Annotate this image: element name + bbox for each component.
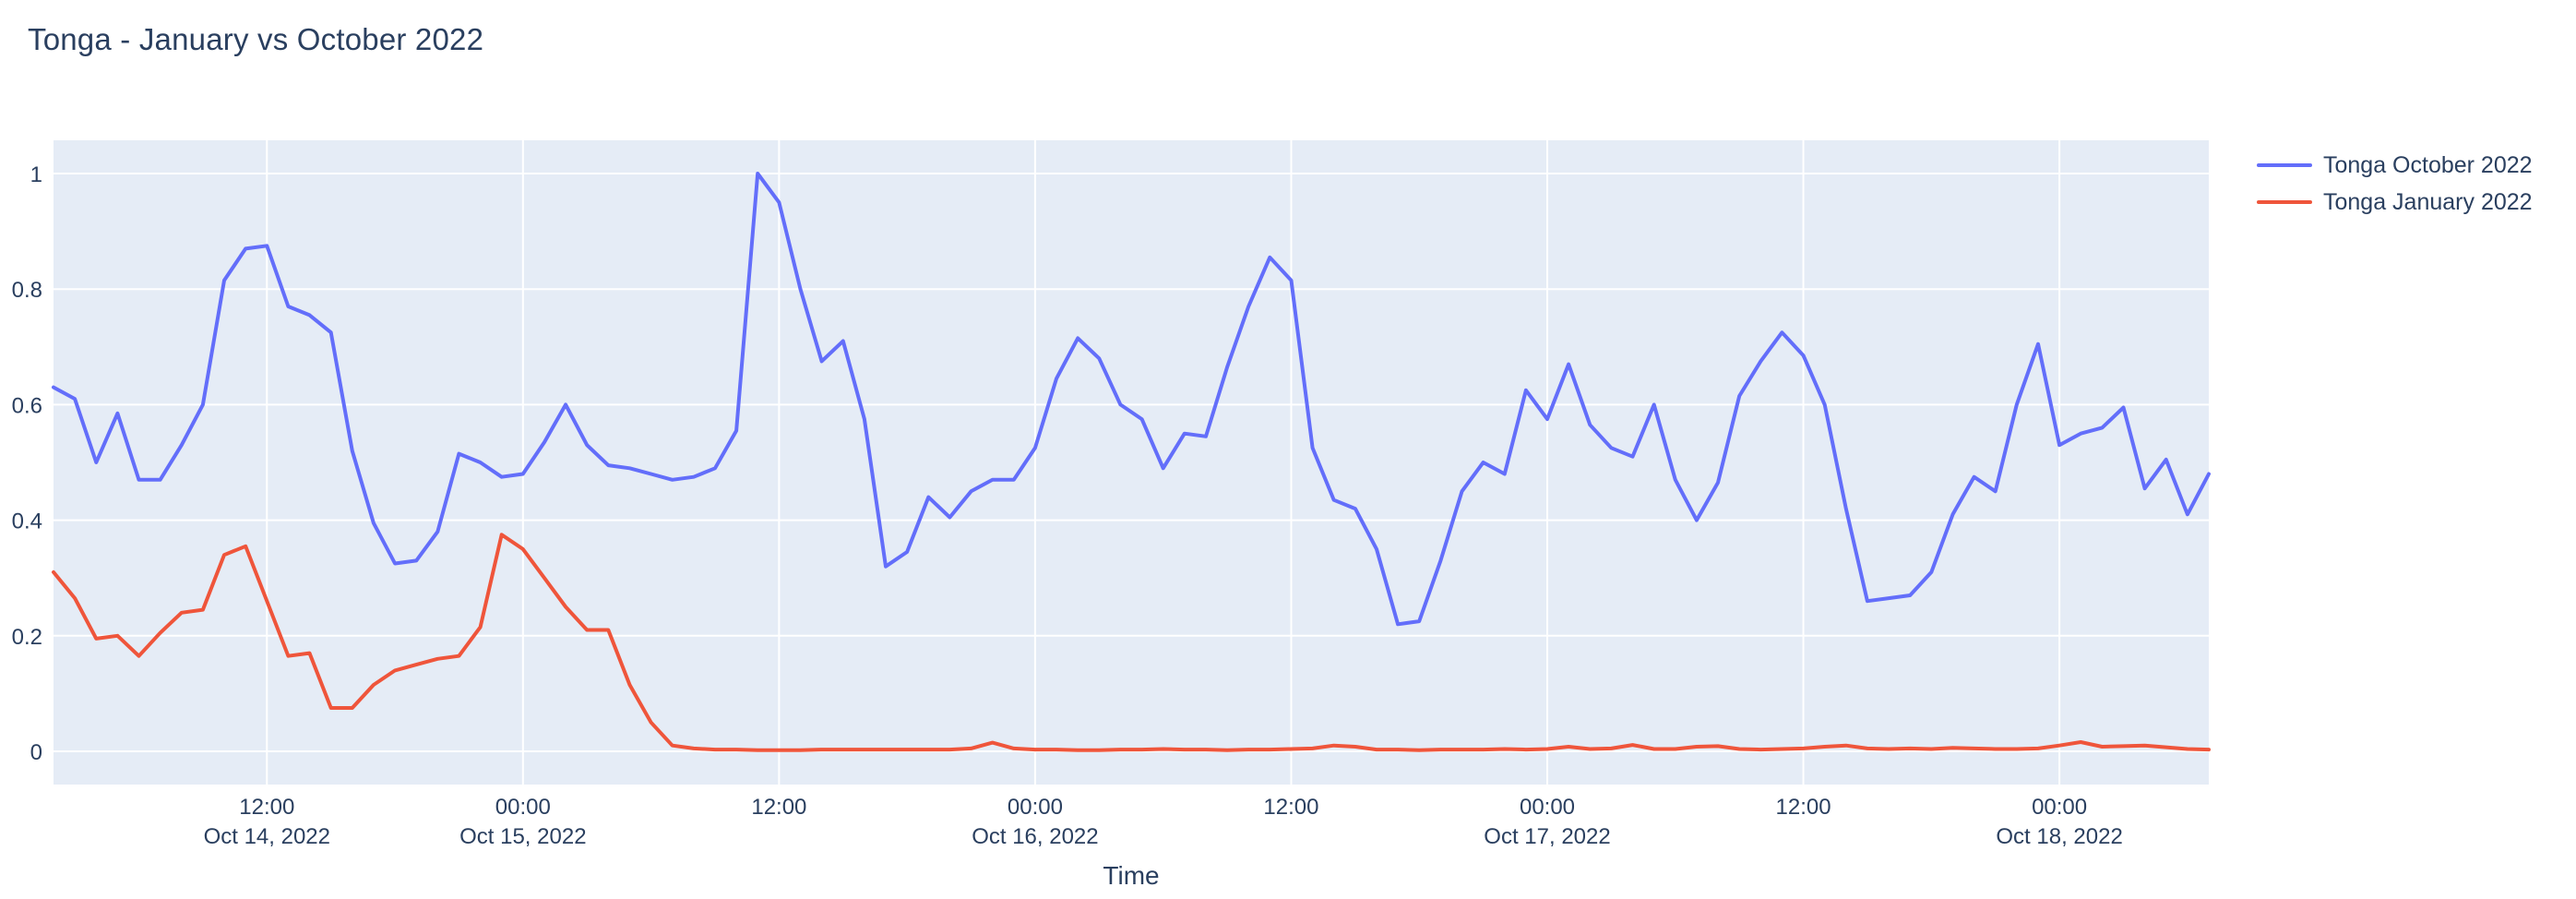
x-tick-date-label: Oct 18, 2022	[1996, 824, 2122, 849]
legend-swatch-january-icon	[2257, 200, 2312, 204]
y-tick-label: 0.4	[12, 509, 42, 534]
x-tick-date-label: Oct 17, 2022	[1484, 824, 1610, 849]
y-axis-tick-labels: 0 0.2 0.4 0.6 0.8 1	[12, 162, 42, 765]
line-tonga-january-2022[interactable]	[52, 533, 2211, 752]
plot-area-background[interactable]	[54, 140, 2209, 785]
chart-title: Tonga - January vs October 2022	[28, 22, 484, 56]
horizontal-gridlines	[54, 173, 2209, 752]
legend-label: Tonga October 2022	[2323, 151, 2533, 178]
x-tick-date-label: Oct 16, 2022	[972, 824, 1098, 849]
y-tick-label: 0	[30, 740, 42, 765]
vertical-gridlines	[266, 140, 2061, 785]
x-axis-tick-labels: 12:00 Oct 14, 2022 00:00 Oct 15, 2022 12:00 0…	[204, 795, 2123, 849]
x-tick-time-label: 12:00	[239, 795, 294, 820]
y-tick-label: 0.8	[12, 278, 42, 303]
x-tick-date-label: Oct 15, 2022	[459, 824, 586, 849]
legend-item-tonga-october-2022[interactable]: Tonga October 2022	[2257, 151, 2533, 179]
y-tick-label: 1	[30, 162, 42, 187]
x-axis-title: Time	[1103, 861, 1159, 890]
legend-swatch-october-icon	[2257, 163, 2312, 167]
x-tick-date-label: Oct 14, 2022	[204, 824, 330, 849]
y-tick-label: 0.6	[12, 393, 42, 418]
x-tick-time-label: 12:00	[751, 795, 806, 820]
x-tick-time-label: 00:00	[1008, 795, 1063, 820]
x-tick-time-label: 12:00	[1776, 795, 1831, 820]
legend-label: Tonga January 2022	[2323, 188, 2533, 215]
x-tick-time-label: 00:00	[495, 795, 551, 820]
x-tick-time-label: 00:00	[2032, 795, 2087, 820]
y-tick-label: 0.2	[12, 625, 42, 650]
x-tick-time-label: 00:00	[1520, 795, 1575, 820]
line-tonga-october-2022[interactable]	[52, 172, 2211, 627]
legend-item-tonga-january-2022[interactable]: Tonga January 2022	[2257, 188, 2533, 216]
legend: Tonga October 2022 Tonga January 2022	[2257, 151, 2533, 216]
x-tick-time-label: 12:00	[1263, 795, 1318, 820]
